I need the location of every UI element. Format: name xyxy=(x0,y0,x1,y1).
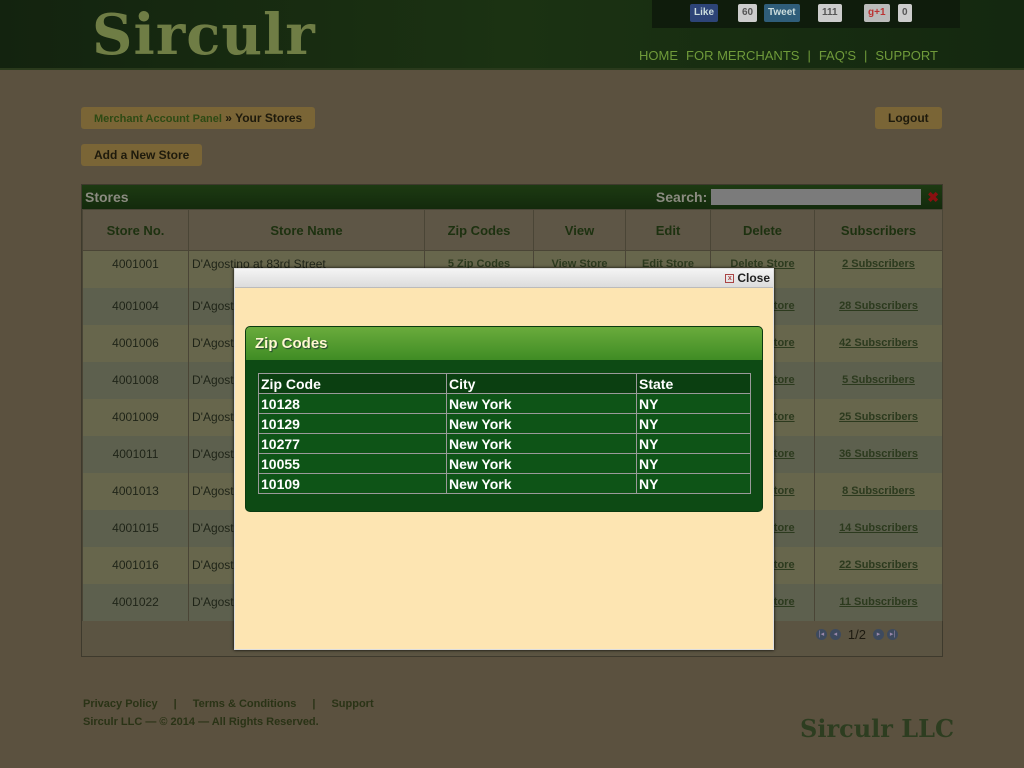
nav-separator: | xyxy=(807,48,811,63)
store-number: 4001016 xyxy=(82,546,189,584)
nav-for-merchants[interactable]: FOR MERCHANTS xyxy=(686,48,800,63)
zip-codes-panel: Zip Codes Zip Code City State 10128 New Yor… xyxy=(245,326,763,512)
footer-logo: Sirculr LLC xyxy=(800,714,955,743)
column-header[interactable]: Subscribers xyxy=(814,209,943,251)
breadcrumb-current: Your Stores xyxy=(235,111,303,125)
store-number: 4001013 xyxy=(82,472,189,510)
zip-row: 10128 New York NY xyxy=(258,393,751,414)
zip-row: 10129 New York NY xyxy=(258,413,751,434)
subscribers-link[interactable]: 42 Subscribers xyxy=(814,324,943,362)
tweet-count: 111 xyxy=(818,4,842,22)
zip-row: 10055 New York NY xyxy=(258,453,751,474)
search-input[interactable] xyxy=(711,189,922,205)
subscribers-link[interactable]: 2 Subscribers xyxy=(814,250,943,288)
zip-code: 10277 xyxy=(258,433,447,454)
breadcrumb: Merchant Account Panel » Your Stores xyxy=(81,107,316,129)
zip-column-header: Zip Code xyxy=(258,373,447,394)
column-header[interactable]: View xyxy=(533,209,626,251)
page-indicator: 1/2 xyxy=(847,627,866,642)
store-number: 4001009 xyxy=(82,398,189,436)
first-page-icon[interactable]: |◂ xyxy=(815,629,827,640)
footer-link[interactable]: Privacy Policy xyxy=(83,698,158,710)
footer-link[interactable]: Terms & Conditions xyxy=(192,698,297,710)
close-button[interactable]: x Close xyxy=(725,272,770,285)
next-page-icon[interactable]: ▸ xyxy=(873,629,884,640)
subscribers-link[interactable]: 22 Subscribers xyxy=(814,546,943,584)
state: NY xyxy=(636,393,751,414)
facebook-like-button[interactable]: Like xyxy=(690,4,719,22)
zip-code: 10055 xyxy=(258,453,447,474)
zip-code: 10128 xyxy=(258,393,447,414)
column-header[interactable]: Delete xyxy=(710,209,815,251)
breadcrumb-parent[interactable]: Merchant Account Panel xyxy=(94,113,222,125)
subscribers-link[interactable]: 25 Subscribers xyxy=(814,398,943,436)
city: New York xyxy=(446,473,637,494)
state: NY xyxy=(636,473,751,494)
store-number: 4001008 xyxy=(82,361,189,399)
subscribers-link[interactable]: 36 Subscribers xyxy=(814,435,943,473)
tweet-button[interactable]: Tweet xyxy=(764,4,800,22)
state: NY xyxy=(636,453,751,474)
footer: Privacy Policy | Terms & Conditions | Suppor… xyxy=(83,698,374,728)
column-header[interactable]: Store No. xyxy=(82,209,189,251)
column-header[interactable]: Edit xyxy=(625,209,711,251)
footer-separator: | xyxy=(312,698,316,710)
city: New York xyxy=(446,413,637,434)
add-store-button[interactable]: Add a New Store xyxy=(81,144,203,166)
subscribers-link[interactable]: 11 Subscribers xyxy=(814,583,943,621)
city: New York xyxy=(446,453,637,474)
footer-separator: | xyxy=(173,698,177,710)
subscribers-link[interactable]: 8 Subscribers xyxy=(814,472,943,510)
zip-row: 10109 New York NY xyxy=(258,473,751,494)
site-logo[interactable]: Sirculr xyxy=(92,2,316,68)
nav-faqs[interactable]: FAQ'S xyxy=(818,48,856,63)
column-header[interactable]: Store Name xyxy=(188,209,425,251)
store-number: 4001015 xyxy=(82,509,189,547)
clear-search-icon[interactable]: ✖ xyxy=(927,188,939,205)
zip-code: 10129 xyxy=(258,413,447,434)
gplus-count: 0 xyxy=(898,4,912,22)
zip-codes-title: Zip Codes xyxy=(246,327,762,360)
like-count: 60 xyxy=(738,4,758,22)
footer-link[interactable]: Support xyxy=(331,698,374,710)
store-number: 4001022 xyxy=(82,583,189,621)
zip-code: 10109 xyxy=(258,473,447,494)
store-number: 4001001 xyxy=(82,250,189,288)
social-bar: Like 60 Tweet 111 g+1 0 xyxy=(652,0,960,28)
site-header: Sirculr Like 60 Tweet 111 g+1 0 HOME FOR… xyxy=(0,0,1024,70)
column-header[interactable]: Zip Codes xyxy=(424,209,534,251)
close-icon: x xyxy=(725,274,735,283)
state: NY xyxy=(636,413,751,434)
zip-column-header: City xyxy=(446,373,637,394)
last-page-icon[interactable]: ▸| xyxy=(887,629,898,640)
google-plus-button[interactable]: g+1 xyxy=(864,4,890,22)
zip-codes-modal: x Close Zip Codes Zip Code City State 10128… xyxy=(234,268,774,650)
logout-button[interactable]: Logout xyxy=(875,107,942,129)
nav-home[interactable]: HOME xyxy=(639,48,679,63)
store-number: 4001011 xyxy=(82,435,189,473)
nav-support[interactable]: SUPPORT xyxy=(875,48,938,63)
main-nav: HOME FOR MERCHANTS | FAQ'S | SUPPORT xyxy=(639,48,938,63)
search-label: Search: xyxy=(655,189,708,205)
stores-title: Stores xyxy=(85,189,129,205)
pagination: |◂ ◂ 1/2 ▸ ▸| xyxy=(815,627,898,642)
breadcrumb-separator: » xyxy=(225,111,232,125)
city: New York xyxy=(446,393,637,414)
city: New York xyxy=(446,433,637,454)
zip-codes-table: Zip Code City State 10128 New York NY 10129 Ne… xyxy=(258,373,751,494)
nav-separator: | xyxy=(864,48,868,63)
subscribers-link[interactable]: 14 Subscribers xyxy=(814,509,943,547)
zip-column-header: State xyxy=(636,373,751,394)
zip-row: 10277 New York NY xyxy=(258,433,751,454)
state: NY xyxy=(636,433,751,454)
prev-page-icon[interactable]: ◂ xyxy=(829,629,841,640)
subscribers-link[interactable]: 28 Subscribers xyxy=(814,287,943,325)
subscribers-link[interactable]: 5 Subscribers xyxy=(814,361,943,399)
copyright: Sirculr LLC — © 2014 — All Rights Reserv… xyxy=(83,716,319,728)
store-number: 4001004 xyxy=(82,287,189,325)
store-number: 4001006 xyxy=(82,324,189,362)
